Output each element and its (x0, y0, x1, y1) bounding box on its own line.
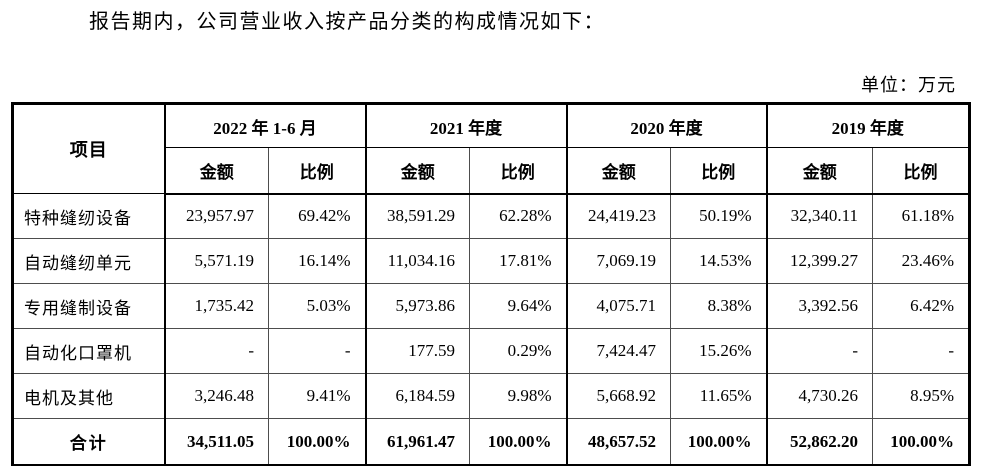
ratio-header: 比例 (469, 147, 568, 195)
ratio-cell: 9.64% (469, 283, 568, 329)
ratio-cell: - (872, 328, 971, 374)
ratio-cell: 8.95% (872, 373, 971, 419)
amount-cell: - (765, 328, 874, 374)
ratio-cell: 14.53% (670, 238, 768, 284)
ratio-cell: 15.26% (670, 328, 768, 374)
amount-cell: 4,075.71 (565, 283, 672, 329)
ratio-cell: 9.41% (267, 373, 367, 419)
table-row: 自动化口罩机 - - 177.59 0.29% 7,424.47 15.26% … (12, 328, 971, 374)
ratio-cell: 50.19% (670, 193, 768, 239)
amount-header: 金额 (163, 147, 269, 195)
ratio-cell: 8.38% (670, 283, 768, 329)
table-row: 特种缝纫设备 23,957.97 69.42% 38,591.29 62.28%… (12, 193, 971, 239)
ratio-cell: 17.81% (469, 238, 568, 284)
amount-cell: 5,668.92 (565, 373, 672, 419)
table-row: 专用缝制设备 1,735.42 5.03% 5,973.86 9.64% 4,0… (12, 283, 971, 329)
amount-cell: - (163, 328, 269, 374)
ratio-cell: 0.29% (469, 328, 568, 374)
ratio-cell: 100.00% (267, 418, 367, 466)
item-cell: 特种缝纫设备 (12, 193, 166, 239)
ratio-cell: - (267, 328, 367, 374)
ratio-cell: 100.00% (670, 418, 768, 466)
amount-cell: 5,973.86 (364, 283, 471, 329)
amount-cell: 177.59 (364, 328, 471, 374)
amount-cell: 38,591.29 (364, 193, 471, 239)
unit-label: 单位：万元 (861, 75, 956, 95)
item-cell: 自动缝纫单元 (12, 238, 166, 284)
revenue-by-product-table: 项目 2022 年 1-6 月 2021 年度 2020 年度 2019 年度 … (11, 102, 972, 466)
amount-cell: 23,957.97 (163, 193, 269, 239)
amount-cell: 61,961.47 (364, 418, 471, 466)
amount-cell: 3,392.56 (765, 283, 874, 329)
amount-cell: 3,246.48 (163, 373, 269, 419)
amount-cell: 1,735.42 (163, 283, 269, 329)
ratio-cell: 9.98% (469, 373, 568, 419)
amount-cell: 24,419.23 (565, 193, 672, 239)
amount-header: 金额 (565, 147, 672, 195)
ratio-cell: 69.42% (267, 193, 367, 239)
amount-cell: 6,184.59 (364, 373, 471, 419)
ratio-cell: 100.00% (872, 418, 971, 466)
ratio-cell: 23.46% (872, 238, 971, 284)
ratio-header: 比例 (670, 147, 768, 195)
amount-cell: 5,571.19 (163, 238, 269, 284)
item-cell: 专用缝制设备 (12, 283, 166, 329)
item-cell: 电机及其他 (12, 373, 166, 419)
period-header-2021: 2021 年度 (364, 103, 568, 148)
amount-cell: 34,511.05 (163, 418, 269, 466)
amount-cell: 32,340.11 (765, 193, 874, 239)
amount-cell: 7,424.47 (565, 328, 672, 374)
amount-cell: 7,069.19 (565, 238, 672, 284)
amount-cell: 52,862.20 (765, 418, 874, 466)
ratio-cell: 61.18% (872, 193, 971, 239)
ratio-cell: 100.00% (469, 418, 568, 466)
sub-header-row: 金额 比例 金额 比例 金额 比例 金额 比例 (13, 147, 971, 195)
ratio-cell: 11.65% (670, 373, 768, 419)
ratio-cell: 62.28% (469, 193, 568, 239)
ratio-header: 比例 (267, 147, 367, 195)
amount-cell: 48,657.52 (565, 418, 672, 466)
table-row: 电机及其他 3,246.48 9.41% 6,184.59 9.98% 5,66… (12, 373, 971, 419)
ratio-header: 比例 (872, 147, 971, 195)
intro-paragraph: 报告期内，公司营业收入按产品分类的构成情况如下： (89, 11, 605, 33)
ratio-cell: 6.42% (872, 283, 971, 329)
amount-cell: 4,730.26 (765, 373, 874, 419)
item-column-header: 项目 (12, 103, 166, 194)
period-header-2019: 2019 年度 (765, 103, 971, 148)
total-label-cell: 合计 (12, 418, 166, 466)
amount-cell: 11,034.16 (364, 238, 471, 284)
ratio-cell: 5.03% (267, 283, 367, 329)
ratio-cell: 16.14% (267, 238, 367, 284)
period-header-row: 项目 2022 年 1-6 月 2021 年度 2020 年度 2019 年度 (12, 103, 971, 194)
total-row: 合计 34,511.05 100.00% 61,961.47 100.00% 4… (12, 418, 971, 466)
period-header-2022: 2022 年 1-6 月 (163, 103, 367, 148)
period-header-2020: 2020 年度 (565, 103, 768, 148)
amount-cell: 12,399.27 (765, 238, 874, 284)
amount-header: 金额 (364, 147, 471, 195)
amount-header: 金额 (765, 147, 874, 195)
table-row: 自动缝纫单元 5,571.19 16.14% 11,034.16 17.81% … (12, 238, 971, 284)
item-cell: 自动化口罩机 (12, 328, 166, 374)
